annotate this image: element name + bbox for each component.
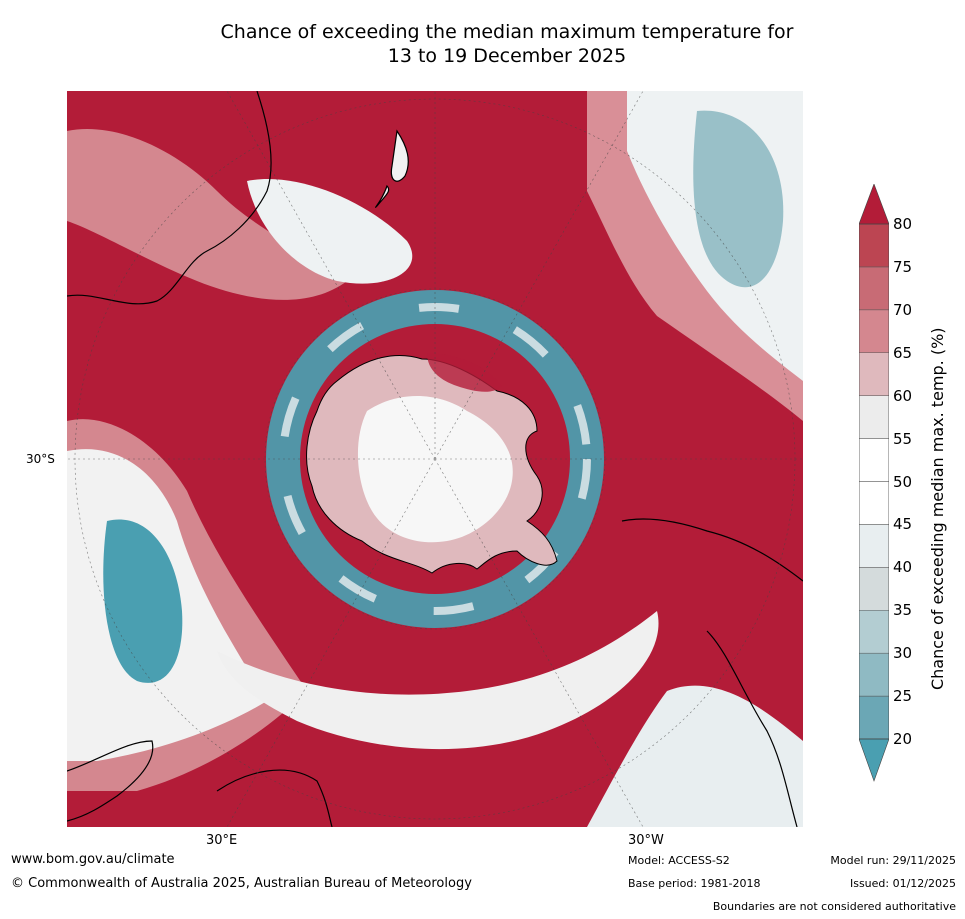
colorbar-frame — [859, 223, 889, 740]
new-zealand — [375, 129, 409, 208]
africa-coast — [67, 740, 154, 822]
colorbar-band — [859, 395, 889, 439]
colorbar-tick-label: 55 — [893, 429, 913, 448]
graticule — [67, 91, 803, 827]
colorbar-tick-label: 30 — [893, 644, 913, 663]
map-svg — [67, 91, 803, 827]
colorbar-tick-label: 20 — [893, 730, 913, 748]
region-southern-band — [217, 611, 659, 750]
colorbar-band — [859, 695, 889, 740]
region-indian-blue — [103, 519, 183, 683]
lat-label-30s: 30°S — [26, 452, 55, 466]
footer-model: Model: ACCESS-S2 — [628, 854, 730, 867]
colorbar-band — [859, 223, 889, 268]
map-panel — [67, 91, 803, 827]
colorbar-band — [859, 652, 889, 697]
colorbar-band — [859, 438, 889, 482]
colorbar-tick-label: 65 — [893, 343, 913, 362]
colorbar-arrow-bottom — [859, 738, 889, 782]
colorbar — [859, 184, 889, 782]
colorbar-arrow-top — [859, 184, 889, 225]
colorbar-tick-label: 75 — [893, 257, 913, 276]
colorbar-tick-label: 40 — [893, 558, 913, 577]
title-line-2: 13 to 19 December 2025 — [387, 45, 627, 67]
region-tasman-pink — [67, 129, 347, 300]
antarctica-red-patch — [427, 353, 502, 392]
footer-issued: Issued: 01/12/2025 — [849, 877, 956, 890]
colorbar-tick-label: 70 — [893, 300, 913, 319]
colorbar-tick-label: 35 — [893, 601, 913, 620]
footer-copyright: © Commonwealth of Australia 2025, Austra… — [11, 876, 472, 891]
colorbar-band — [859, 567, 889, 611]
footer-disclaimer: Boundaries are not considered authoritat… — [712, 900, 956, 913]
australia-coast — [67, 91, 272, 305]
colorbar-bands — [859, 223, 889, 740]
colorbar-tick-label: 45 — [893, 515, 913, 534]
colorbar-band — [859, 352, 889, 396]
footer-base-period: Base period: 1981-2018 — [628, 877, 761, 890]
title-line-1: Chance of exceeding the median maximum t… — [220, 21, 794, 43]
colorbar-band — [859, 481, 889, 525]
colorbar-tick-label: 50 — [893, 472, 913, 491]
chart-title: Chance of exceeding the median maximum t… — [0, 20, 965, 68]
colorbar-tick-label: 25 — [893, 687, 913, 706]
lon-label-30w: 30°W — [628, 833, 664, 848]
region-tasman-white — [247, 179, 413, 284]
colorbar-tick-label: 60 — [893, 386, 913, 405]
colorbar-band — [859, 309, 889, 354]
region-pacific-blue — [693, 110, 784, 288]
region-atlantic-pale — [587, 685, 803, 827]
colorbar-label-text: Chance of exceeding median max. temp. (%… — [928, 327, 947, 690]
south-america-coast-2 — [706, 630, 798, 827]
colorbar-band — [859, 266, 889, 311]
africa-coast-2 — [216, 769, 333, 827]
colorbar-band — [859, 524, 889, 568]
footer-website: www.bom.gov.au/climate — [11, 852, 175, 867]
colorbar-tick-label: 80 — [893, 215, 913, 233]
antarctica-interior — [357, 396, 513, 543]
footer-model-run: Model run: 29/11/2025 — [830, 854, 956, 867]
lon-label-30e: 30°E — [206, 833, 238, 848]
colorbar-band — [859, 610, 889, 654]
